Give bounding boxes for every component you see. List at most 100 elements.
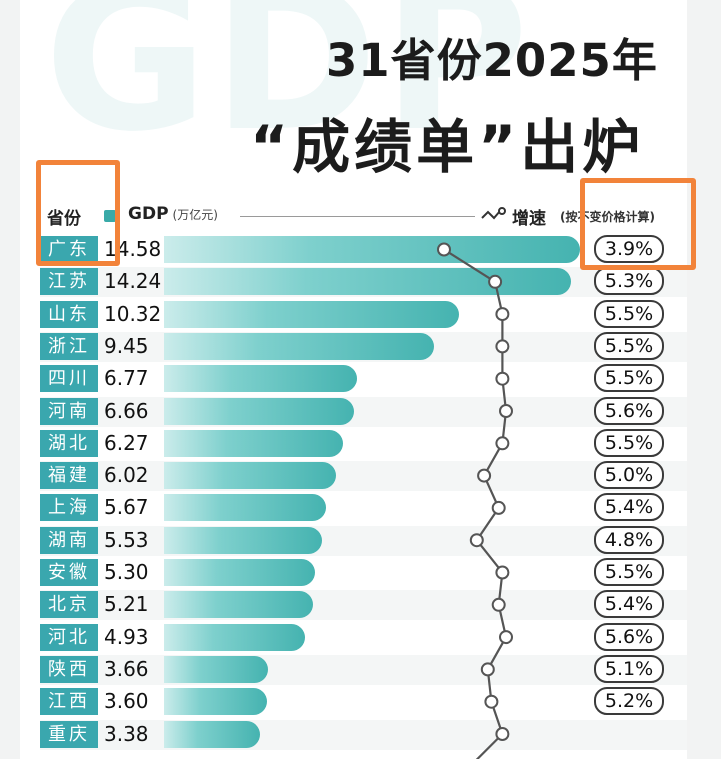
gdp-value-label: 14.24 — [104, 269, 162, 294]
row-background — [40, 719, 687, 750]
gdp-unit: (万亿元) — [172, 208, 218, 222]
province-label: 湖北 — [40, 429, 98, 457]
gdp-bar — [164, 623, 305, 651]
row-background — [40, 654, 687, 685]
gdp-value-label: 9.45 — [104, 333, 149, 358]
growth-rate-badge: 5.5% — [594, 364, 664, 393]
growth-point — [488, 274, 503, 289]
province-label: 山东 — [40, 300, 98, 328]
province-label: 福建 — [40, 462, 98, 490]
growth-rate-badge: 5.4% — [594, 590, 664, 619]
growth-point — [495, 727, 510, 741]
growth-point — [495, 565, 510, 580]
gdp-value-label: 3.66 — [104, 656, 149, 681]
growth-rate-badge: 5.0% — [594, 461, 664, 490]
header-divider — [240, 216, 475, 217]
gdp-bar — [164, 332, 434, 360]
gdp-bar — [164, 720, 260, 748]
province-label: 四川 — [40, 365, 98, 393]
gdp-bar — [164, 268, 571, 296]
gdp-bar — [164, 365, 357, 393]
gdp-bar — [164, 591, 313, 619]
growth-point — [491, 500, 506, 515]
gdp-bar — [164, 526, 322, 554]
province-label: 陕西 — [40, 655, 98, 683]
growth-rate-badge: 5.3% — [594, 267, 664, 296]
growth-rate-badge: 5.6% — [594, 622, 664, 651]
gdp-bar — [164, 559, 315, 586]
growth-rate-badge: 5.5% — [594, 428, 664, 457]
growth-line-icon — [481, 207, 506, 220]
growth-rate-badge: 5.2% — [594, 687, 664, 716]
row-background — [40, 396, 687, 427]
gdp-bar — [164, 462, 336, 490]
gdp-header: GDP (万亿元) — [128, 204, 218, 224]
growth-point — [484, 694, 499, 709]
growth-rate-badge: 5.1% — [594, 654, 664, 683]
growth-rate-badge: 5.5% — [594, 558, 664, 586]
title-line-1: 31省份2025年 — [326, 34, 658, 87]
growth-point — [477, 468, 492, 483]
growth-point — [495, 436, 510, 451]
province-label: 浙江 — [40, 332, 98, 360]
growth-point — [469, 533, 484, 548]
growth-point — [499, 630, 513, 645]
province-label: 河北 — [40, 623, 98, 651]
gdp-bar — [164, 655, 268, 683]
gdp-value-label: 5.30 — [104, 560, 149, 584]
province-label: 湖南 — [40, 526, 98, 554]
growth-point — [480, 662, 495, 677]
growth-point — [495, 371, 510, 386]
province-label: 江苏 — [40, 268, 98, 296]
gdp-value-label: 5.21 — [104, 592, 149, 617]
gdp-legend-swatch — [104, 210, 116, 222]
growth-header: 增速 — [512, 209, 546, 229]
gdp-value-label: 5.67 — [104, 495, 149, 520]
province-label: 江西 — [40, 688, 98, 716]
province-label: 北京 — [40, 591, 98, 619]
growth-rate-badge: 5.5% — [594, 299, 664, 328]
row-background — [40, 461, 687, 492]
growth-rate-badge: 4.8% — [594, 525, 664, 554]
left-margin — [0, 0, 20, 759]
gdp-value-label: 4.93 — [104, 624, 149, 649]
highlight-growth-box — [580, 178, 696, 270]
highlight-province-box — [36, 160, 120, 266]
gdp-value-label: 3.60 — [104, 689, 149, 714]
gdp-value-label: 10.32 — [104, 301, 162, 326]
row-background — [40, 525, 687, 556]
province-label: 广东 — [40, 236, 98, 263]
growth-point — [495, 339, 510, 354]
gdp-value-label: 6.77 — [104, 366, 149, 391]
gdp-bar — [164, 688, 267, 716]
gdp-value-label: 3.38 — [104, 721, 149, 746]
province-header: 省份 — [47, 209, 81, 229]
row-background — [40, 590, 687, 621]
gdp-watermark: GDP — [44, 0, 533, 176]
province-label: 安徽 — [40, 559, 98, 586]
gdp-bar — [164, 397, 354, 425]
province-label: 河南 — [40, 397, 98, 425]
growth-rate-badge: 5.5% — [594, 331, 664, 360]
right-margin — [687, 0, 721, 759]
growth-point — [437, 242, 451, 257]
province-label: 重庆 — [40, 720, 98, 748]
gdp-bar — [164, 494, 326, 522]
gdp-value-label: 5.53 — [104, 527, 149, 552]
gdp-bar — [164, 300, 459, 328]
gdp-value-label: 6.27 — [104, 430, 149, 455]
gdp-bar — [164, 236, 580, 263]
growth-rate-badge: 3.9% — [594, 235, 664, 263]
growth-point — [499, 404, 513, 418]
title-line-2: “成绩单”出炉 — [250, 113, 645, 181]
growth-rate-badge: 5.6% — [594, 396, 664, 425]
gdp-value-label: 6.66 — [104, 398, 149, 423]
gdp-header-label: GDP — [128, 204, 169, 224]
growth-point — [491, 597, 506, 612]
gdp-value-label: 14.58 — [104, 237, 162, 261]
gdp-bar — [164, 429, 343, 457]
province-label: 上海 — [40, 494, 98, 522]
growth-rate-badge: 5.4% — [594, 493, 664, 522]
gdp-value-label: 6.02 — [104, 463, 149, 488]
